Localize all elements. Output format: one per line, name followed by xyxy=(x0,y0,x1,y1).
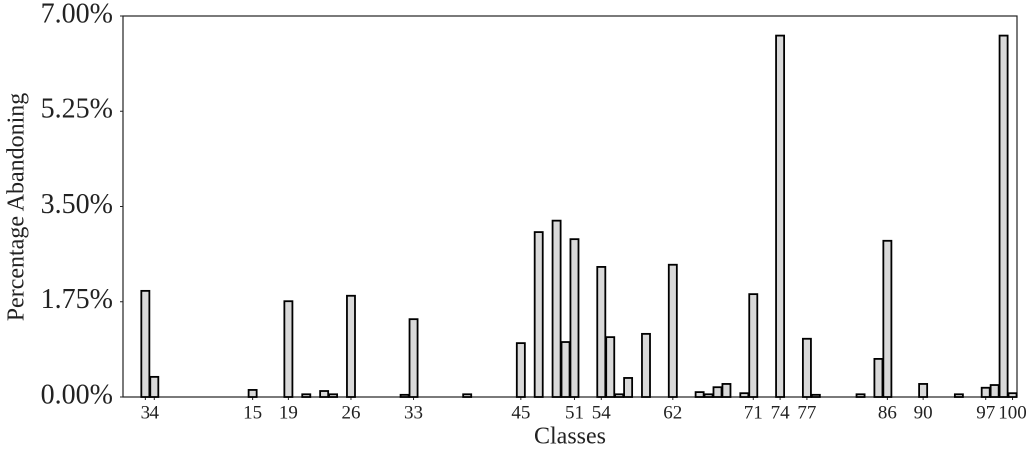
bar xyxy=(551,219,562,398)
bar xyxy=(596,266,607,398)
y-axis-label: Percentage Abandoning xyxy=(4,93,30,322)
x-tick-label: 51 xyxy=(565,402,584,423)
bar xyxy=(569,238,580,398)
bar xyxy=(399,393,410,398)
x-tick-label: 15 xyxy=(243,402,262,423)
bar xyxy=(149,375,160,398)
bar xyxy=(605,336,616,398)
x-tick-label: 97 xyxy=(976,402,995,423)
bar xyxy=(346,294,356,398)
bar xyxy=(694,391,705,398)
bar xyxy=(775,34,786,398)
x-tick-label: 54 xyxy=(592,402,612,423)
bar xyxy=(1007,392,1018,398)
bar xyxy=(641,332,651,398)
bar xyxy=(623,377,634,398)
bar xyxy=(998,34,1009,398)
x-tick-label: 86 xyxy=(878,402,897,423)
x-tick-label: 26 xyxy=(341,402,360,423)
x-tick-label: 4 xyxy=(150,402,160,423)
bar xyxy=(953,393,964,398)
y-tick-label: 7.00% xyxy=(41,0,113,29)
bar xyxy=(462,393,473,398)
y-tick-label: 0.00% xyxy=(41,379,113,410)
bar xyxy=(667,263,678,398)
x-tick-label: 3 xyxy=(141,402,151,423)
bar xyxy=(918,383,929,398)
x-tick-label: 19 xyxy=(279,402,298,423)
bar xyxy=(560,341,571,398)
x-tick-label: 62 xyxy=(663,402,682,423)
bar xyxy=(703,393,714,398)
bar xyxy=(283,300,294,398)
bar xyxy=(748,293,759,398)
y-tick-label: 3.50% xyxy=(41,189,113,220)
bar xyxy=(533,231,544,398)
bar xyxy=(882,239,893,398)
x-tick-label: 100 xyxy=(998,402,1027,423)
bar xyxy=(614,393,625,398)
bar xyxy=(721,383,732,398)
bar xyxy=(408,318,419,398)
bar xyxy=(810,393,821,398)
bar xyxy=(247,389,258,398)
bar xyxy=(855,393,866,398)
bar xyxy=(140,289,151,398)
bar xyxy=(328,393,339,398)
bar xyxy=(712,386,723,398)
y-tick-label: 5.25% xyxy=(41,94,113,125)
x-tick-label: 71 xyxy=(744,402,763,423)
x-tick-label: 45 xyxy=(511,402,530,423)
bar xyxy=(515,342,526,398)
bar xyxy=(739,392,750,398)
x-tick-label: 74 xyxy=(771,402,791,423)
bar xyxy=(801,337,812,398)
x-tick-label: 77 xyxy=(797,402,816,423)
x-tick-label: 90 xyxy=(914,402,933,423)
bar xyxy=(319,390,330,398)
x-tick-label: 33 xyxy=(404,402,423,423)
y-tick-label: 1.75% xyxy=(41,284,113,315)
x-axis-label: Classes xyxy=(534,424,606,450)
bar xyxy=(873,357,884,398)
bar xyxy=(989,384,1000,398)
bar xyxy=(980,386,991,398)
bar xyxy=(301,393,312,398)
